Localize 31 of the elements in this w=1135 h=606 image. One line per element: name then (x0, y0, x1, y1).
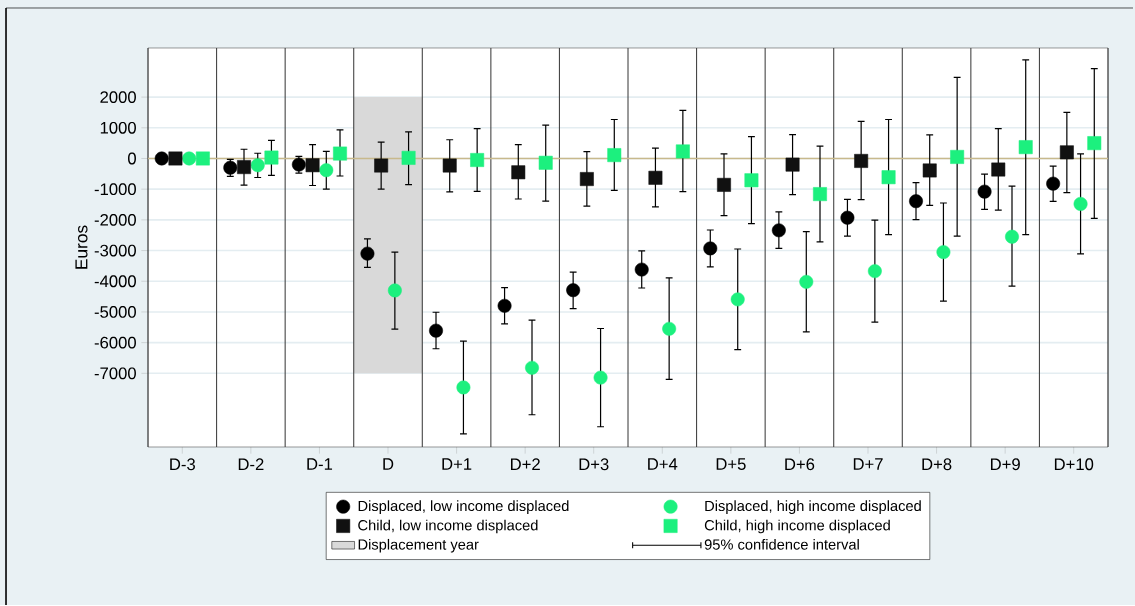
x-tick-label: D-3 (170, 458, 195, 471)
x-tick-label: D (383, 458, 394, 470)
x-tick-label: D+5 (716, 458, 746, 471)
y-tick-label: -2000 (94, 214, 136, 226)
y-tick-label: -3000 (94, 244, 136, 257)
y-tick-label: -7000 (94, 367, 136, 380)
text: 95% confidence interval (704, 539, 859, 550)
x-tick-label: D+9 (990, 458, 1020, 471)
x-tick-label: D+6 (785, 458, 815, 471)
x-tick-label: D+4 (648, 458, 678, 470)
legend-label: Child, high income displaced (704, 519, 890, 534)
y-tick-label: -1000 (94, 183, 136, 196)
legend-label: Displacement year (358, 539, 479, 553)
x-tick-label: D+1 (442, 458, 472, 470)
x-tick-label: D+10 (1054, 458, 1094, 471)
x-tick-label: D+3 (579, 458, 609, 471)
x-tick-label: D-1 (307, 458, 333, 470)
y-tick-label: -6000 (94, 336, 136, 349)
legend-label: Displaced, low income displaced (358, 500, 569, 515)
x-tick-label: D+8 (922, 458, 952, 471)
y-tick-label: -5000 (94, 306, 136, 318)
legend-label: Displaced, high income displaced (705, 500, 921, 515)
y-tick-label: 1000 (100, 122, 136, 134)
y-axis-title: Euros (75, 225, 88, 269)
y-tick-label: -4000 (94, 275, 136, 288)
y-tick-label: 0 (128, 152, 136, 165)
y-tick-label: 2000 (100, 91, 136, 104)
x-tick-label: D-2 (238, 458, 264, 471)
legend-label: Child, low income displaced (358, 519, 538, 534)
x-tick-label: D+7 (853, 458, 883, 470)
x-tick-label: D+2 (510, 458, 540, 471)
